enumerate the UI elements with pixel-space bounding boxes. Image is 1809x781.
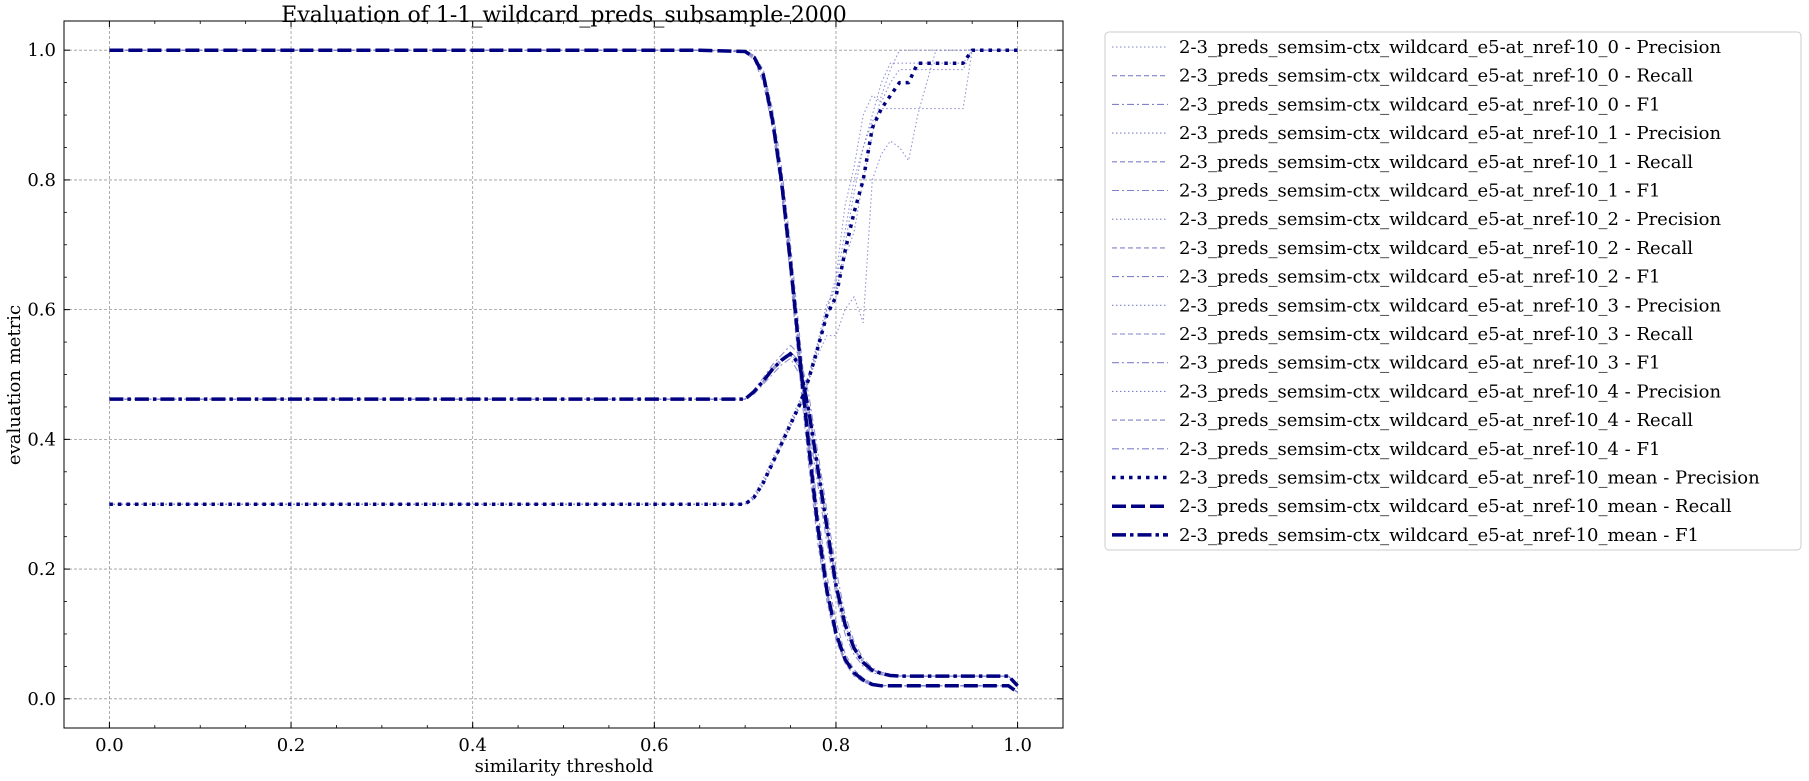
y-tick-label: 0.0 (27, 689, 56, 710)
x-tick-label: 0.0 (95, 735, 124, 756)
legend-label: 2-3_preds_semsim-ctx_wildcard_e5-at_nref… (1179, 496, 1732, 517)
series-line (109, 49, 1018, 693)
legend-label: 2-3_preds_semsim-ctx_wildcard_e5-at_nref… (1179, 181, 1660, 202)
legend-label: 2-3_preds_semsim-ctx_wildcard_e5-at_nref… (1179, 468, 1760, 489)
legend: 2-3_preds_semsim-ctx_wildcard_e5-at_nref… (1104, 31, 1802, 551)
x-tick-label: 0.8 (822, 735, 851, 756)
series-line (109, 344, 1019, 687)
series-line (109, 49, 1018, 693)
series-line (109, 49, 1018, 505)
series-line (109, 351, 1019, 687)
series-line (109, 353, 1019, 687)
x-axis-label: similarity threshold (475, 756, 654, 777)
series-line (109, 49, 1018, 505)
series-line (109, 49, 1018, 505)
x-tick-label: 1.0 (1003, 735, 1032, 756)
legend-box (1104, 31, 1802, 551)
y-tick-label: 0.4 (27, 429, 56, 450)
legend-label: 2-3_preds_semsim-ctx_wildcard_e5-at_nref… (1179, 94, 1660, 115)
legend-label: 2-3_preds_semsim-ctx_wildcard_e5-at_nref… (1179, 66, 1693, 87)
series-line (109, 48, 1018, 506)
legend-label: 2-3_preds_semsim-ctx_wildcard_e5-at_nref… (1179, 439, 1660, 460)
y-tick-label: 1.0 (27, 40, 56, 61)
series-line (109, 49, 1018, 505)
axis-ticks: 0.0 0.2 0.4 0.6 0.8 1.0 0.0 0.2 0.4 0.6 0.8 1.0 (27, 21, 1063, 756)
legend-label: 2-3_preds_semsim-ctx_wildcard_e5-at_nref… (1179, 152, 1693, 173)
legend-label: 2-3_preds_semsim-ctx_wildcard_e5-at_nref… (1179, 525, 1699, 546)
legend-label: 2-3_preds_semsim-ctx_wildcard_e5-at_nref… (1179, 123, 1721, 144)
chart-title: Evaluation of 1-1_wildcard_preds_subsamp… (281, 3, 846, 28)
series-line (109, 351, 1019, 687)
series-line (109, 48, 1019, 694)
legend-label: 2-3_preds_semsim-ctx_wildcard_e5-at_nref… (1179, 381, 1721, 402)
series-line (109, 49, 1018, 693)
legend-label: 2-3_preds_semsim-ctx_wildcard_e5-at_nref… (1179, 267, 1660, 288)
series-line (109, 49, 1018, 693)
series-line (109, 357, 1019, 687)
legend-label: 2-3_preds_semsim-ctx_wildcard_e5-at_nref… (1179, 353, 1660, 374)
y-axis-label: evaluation metric (4, 305, 25, 465)
grid-lines (64, 21, 1063, 728)
x-tick-label: 0.4 (458, 735, 487, 756)
y-tick-label: 0.6 (27, 300, 56, 321)
series-line (109, 49, 1018, 505)
series-line (109, 354, 1019, 687)
legend-label: 2-3_preds_semsim-ctx_wildcard_e5-at_nref… (1179, 238, 1693, 259)
legend-label: 2-3_preds_semsim-ctx_wildcard_e5-at_nref… (1179, 324, 1693, 345)
y-tick-label: 0.2 (27, 559, 56, 580)
x-tick-label: 0.6 (640, 735, 669, 756)
legend-label: 2-3_preds_semsim-ctx_wildcard_e5-at_nref… (1179, 410, 1693, 431)
legend-label: 2-3_preds_semsim-ctx_wildcard_e5-at_nref… (1179, 37, 1721, 58)
y-tick-label: 0.8 (27, 170, 56, 191)
series-line (109, 49, 1018, 693)
x-tick-label: 0.2 (277, 735, 306, 756)
plot-area-frame (63, 20, 1064, 729)
legend-label: 2-3_preds_semsim-ctx_wildcard_e5-at_nref… (1179, 209, 1721, 230)
legend-label: 2-3_preds_semsim-ctx_wildcard_e5-at_nref… (1179, 295, 1721, 316)
series-lines (109, 48, 1019, 694)
